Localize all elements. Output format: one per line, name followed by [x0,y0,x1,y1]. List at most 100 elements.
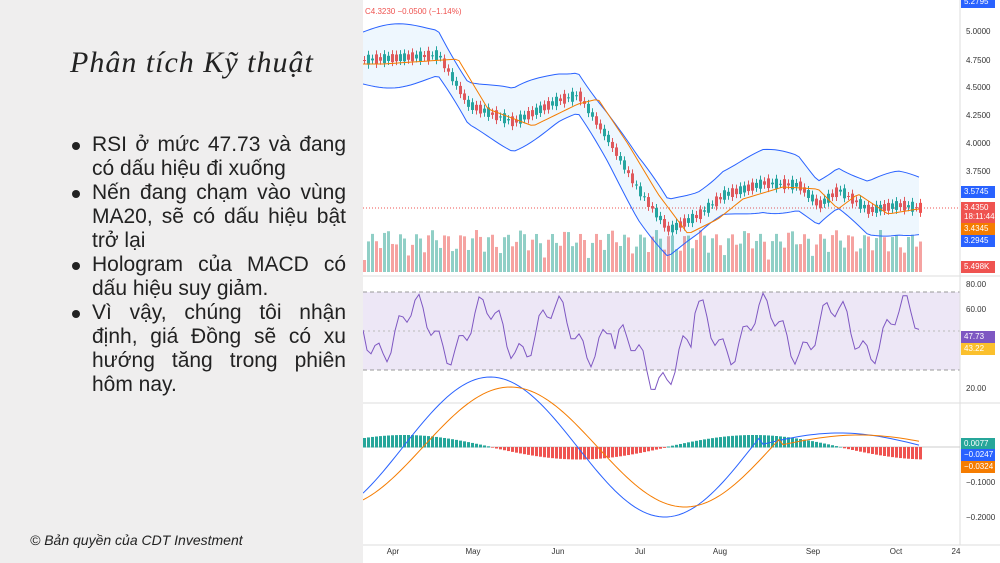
candle [783,179,786,190]
candle [411,52,414,62]
macd-hist [819,442,822,448]
macd-hist [423,435,426,448]
candle [623,160,626,170]
candle [463,93,466,100]
volume [515,241,518,272]
macd-hist [855,447,858,451]
volume [879,230,882,272]
macd-hist [767,435,770,448]
tag: 3.2945 [964,236,989,245]
macd-hist [871,447,874,454]
candle [599,123,602,130]
macd-hist [867,447,870,454]
volume [743,231,746,272]
volume [891,237,894,272]
macd-hist [831,445,834,448]
macd-hist [511,447,514,452]
macd-hist [811,441,814,448]
candle [663,219,666,228]
volume [439,247,442,272]
macd-hist [899,447,902,459]
volume [855,251,858,272]
time-label: Apr [387,547,400,556]
macd-hist [451,439,454,448]
candle [371,58,374,61]
macd-hist [743,435,746,448]
ma20 [363,58,920,234]
volume [623,234,626,272]
volume [835,230,838,272]
candle [671,224,674,233]
volume [727,238,730,272]
axis-label: −0.2000 [966,513,996,522]
volume [555,242,558,272]
candle [735,188,738,195]
candle [419,51,422,62]
volume [895,234,898,272]
candle [615,147,618,156]
volume [523,234,526,272]
volume [383,232,386,272]
candle [831,193,834,198]
volume [603,249,606,272]
macd-line [363,376,920,518]
time-label: Sep [806,547,821,556]
volume [627,237,630,272]
macd-hist [583,447,586,460]
volume [563,231,566,272]
volume [443,235,446,272]
volume [379,248,382,272]
volume [871,250,874,272]
volume [899,247,902,272]
tag-bg [961,449,995,461]
volume [399,234,402,272]
volume [371,233,374,272]
tag-bg [961,186,995,198]
macd-hist [703,439,706,448]
macd-hist [635,447,638,454]
macd-hist [663,447,666,448]
volume [559,245,562,272]
bb-upper [363,23,920,200]
macd-hist [707,438,710,448]
volume [427,235,430,272]
candle [763,181,766,185]
candle [535,107,538,115]
candle [827,193,830,203]
volume [687,235,690,272]
volume [615,242,618,272]
volume [583,240,586,272]
candle [575,95,578,97]
volume [699,230,702,272]
candle [611,141,614,149]
volume [811,255,814,272]
volume [803,234,806,272]
candle [423,54,426,58]
axis-label: 4.7500 [966,56,991,65]
macd-hist [631,447,634,455]
macd-hist [695,440,698,448]
tag: 43.22 [964,344,985,353]
bb-lower [363,76,920,257]
candle [787,183,790,186]
candle [491,112,494,115]
volume [507,234,510,272]
macd-hist [919,447,922,460]
candle [859,199,862,209]
volume [635,246,638,272]
macd-hist [623,447,626,456]
volume [487,237,490,272]
macd-hist [643,447,646,453]
volume [679,250,682,272]
volume [807,238,810,272]
volume [719,245,722,272]
volume [647,252,650,272]
volume [519,230,522,272]
volume [463,236,466,272]
volume [875,238,878,272]
candle [803,187,806,193]
volume [883,237,886,272]
volume [723,255,726,272]
candle [863,204,866,209]
macd-hist [419,435,422,448]
